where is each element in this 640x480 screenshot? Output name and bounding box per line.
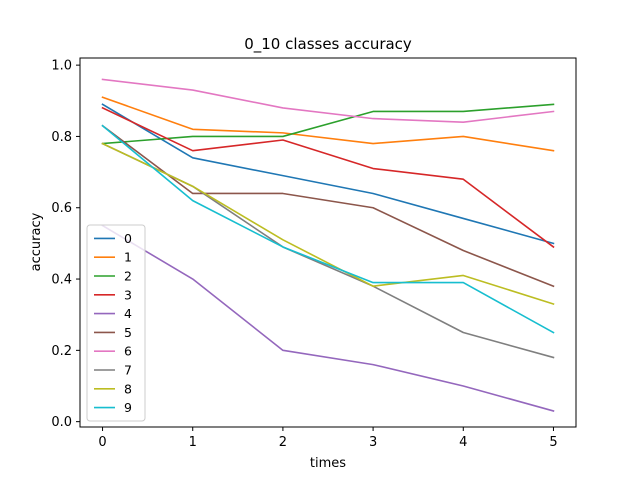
- x-axis-title: times: [310, 456, 346, 471]
- plot-frame: [79, 57, 577, 428]
- y-tick-label: 0.0: [51, 415, 72, 430]
- legend-label: 3: [124, 287, 132, 302]
- series-layer: [101, 78, 555, 412]
- y-tick-label: 0.2: [51, 344, 72, 359]
- legend-label: 9: [124, 400, 132, 415]
- x-tick-label: 5: [549, 435, 557, 450]
- legend-label: 0: [124, 231, 132, 246]
- legend-label: 7: [124, 363, 132, 378]
- series-line-6: [101, 78, 555, 123]
- series-line-4: [101, 224, 555, 412]
- x-tick-label: 3: [369, 435, 377, 450]
- x-tick-label: 2: [279, 435, 287, 450]
- legend-label: 2: [124, 269, 132, 284]
- series-line-5: [101, 124, 555, 288]
- legend-label: 5: [124, 325, 132, 340]
- x-tick-label: 4: [459, 435, 467, 450]
- y-tick-label: 0.6: [51, 201, 72, 216]
- y-axis: 0.0 0.2 0.4 0.6 0.8 1.0: [51, 59, 80, 430]
- legend-label: 4: [124, 306, 132, 321]
- series-line-2: [101, 103, 555, 145]
- series-line-9: [101, 124, 555, 334]
- legend: 0 1 2 3 4 5 6 7 8 9: [86, 224, 146, 422]
- series-line-1: [101, 96, 555, 152]
- x-tick-label: 1: [189, 435, 197, 450]
- y-tick-label: 0.8: [51, 130, 72, 145]
- x-tick-label: 0: [98, 435, 106, 450]
- legend-label: 6: [124, 344, 132, 359]
- series-line-8: [101, 142, 555, 306]
- series-line-0: [101, 103, 555, 245]
- y-tick-label: 1.0: [51, 59, 72, 74]
- y-axis-title: accuracy: [29, 212, 44, 271]
- legend-box: [86, 224, 146, 422]
- series-line-3: [101, 106, 555, 249]
- legend-label: 8: [124, 381, 132, 396]
- x-axis: 0 1 2 3 4 5: [98, 427, 558, 450]
- chart-title: 0_10 classes accuracy: [244, 35, 412, 54]
- legend-label: 1: [124, 250, 132, 265]
- y-tick-label: 0.4: [51, 273, 72, 288]
